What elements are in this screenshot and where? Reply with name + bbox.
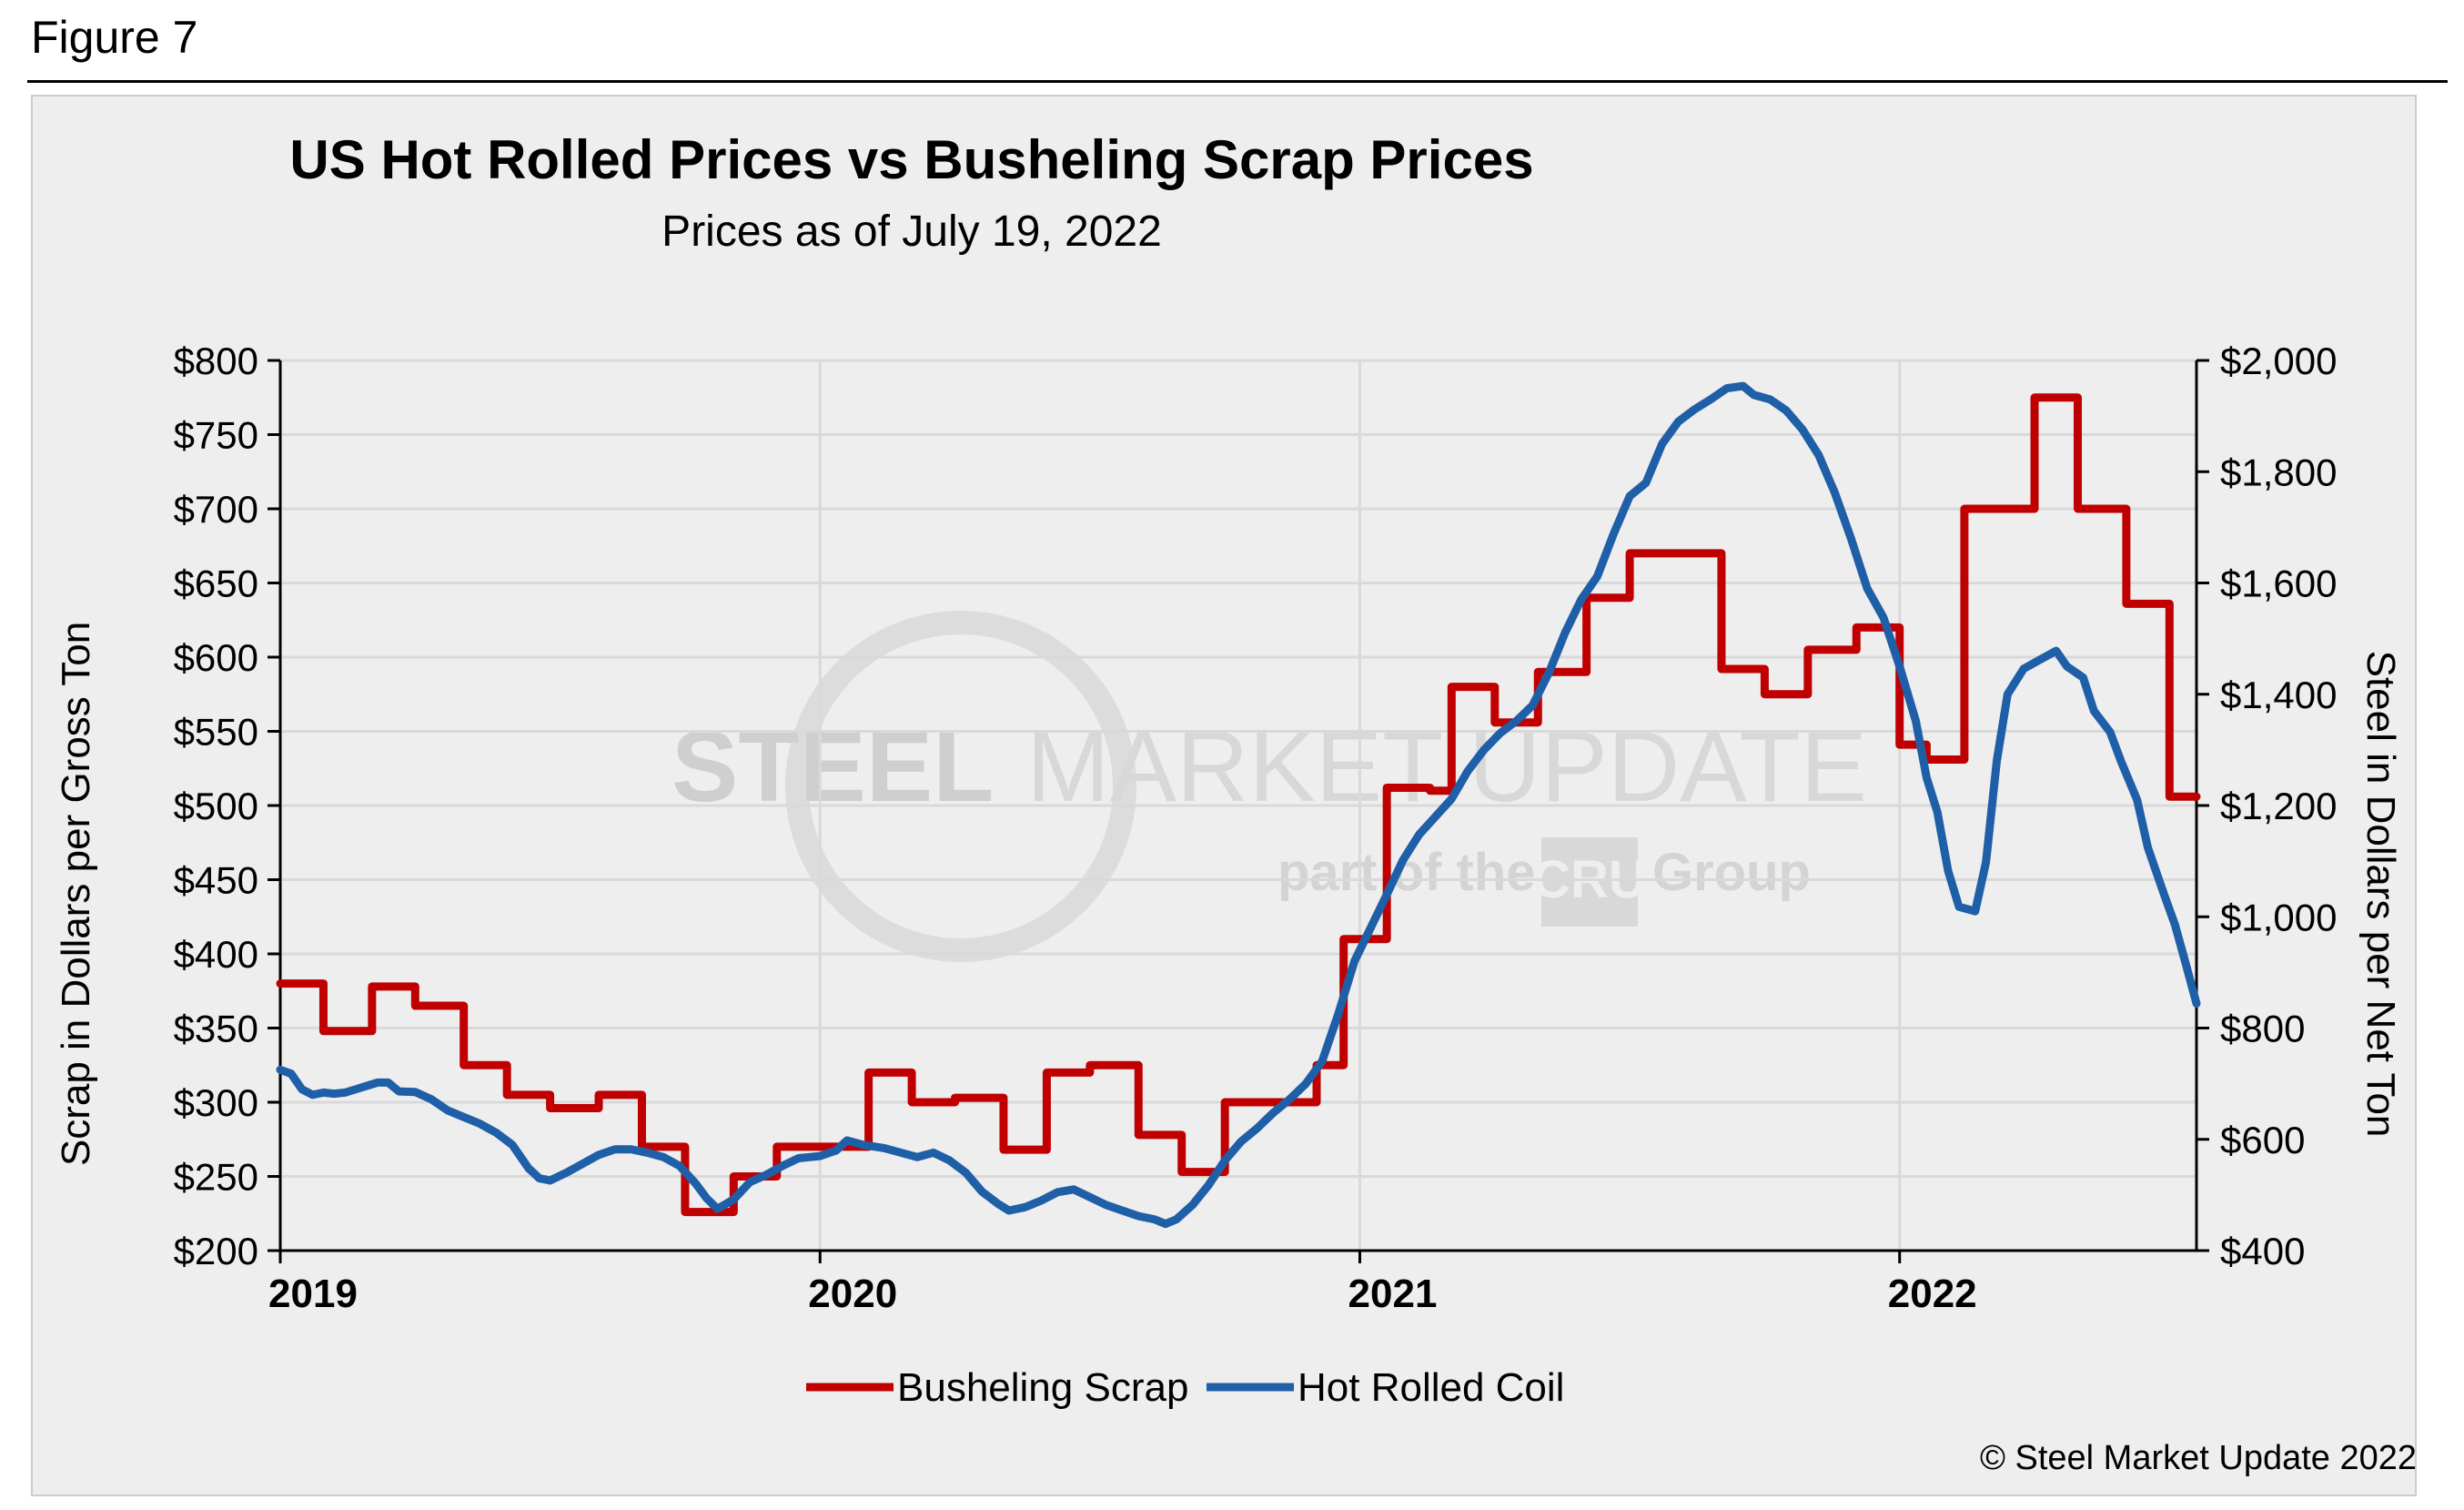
legend-label-hot-rolled-coil: Hot Rolled Coil <box>1298 1365 1564 1410</box>
chart-frame: US Hot Rolled Prices vs Busheling Scrap … <box>31 95 2417 1496</box>
left-tick-label: $700 <box>174 488 258 531</box>
right-axis-ticks: $400 $600 $800 $1,000 $1,200 $1,400 $1,600 $1,8… <box>2196 339 2337 1272</box>
watermark: STEEL MARKET UPDATE part of the CRU Grou… <box>672 611 1867 962</box>
watermark-sub-right: Group <box>1652 843 1811 902</box>
copyright-notice: © Steel Market Update 2022 <box>1980 1439 2417 1477</box>
left-tick-label: $400 <box>174 933 258 976</box>
x-tick-label: 2019 <box>268 1272 358 1316</box>
left-tick-label: $450 <box>174 859 258 902</box>
series-line-hot-rolled-coil <box>276 381 2201 1229</box>
x-tick-label: 2021 <box>1348 1272 1438 1316</box>
left-tick-label: $750 <box>174 414 258 457</box>
series-layer <box>276 381 2201 1229</box>
chart-subtitle: Prices as of July 19, 2022 <box>661 208 1162 256</box>
left-tick-label: $300 <box>174 1081 258 1124</box>
right-tick-label: $1,000 <box>2220 896 2337 938</box>
x-tick-label: 2022 <box>1888 1272 1977 1316</box>
x-tick-label: 2020 <box>808 1272 897 1316</box>
chart: US Hot Rolled Prices vs Busheling Scrap … <box>54 129 2417 1477</box>
left-tick-label: $350 <box>174 1008 258 1050</box>
left-axis-ticks: $200 $250 $300 $350 $400 $450 $500 $550 $600 $650… <box>174 339 280 1272</box>
header-rule <box>27 80 2448 83</box>
left-tick-label: $650 <box>174 562 258 605</box>
series-line-busheling-scrap <box>276 393 2201 1217</box>
legend: Busheling Scrap Hot Rolled Coil <box>806 1365 1564 1410</box>
right-tick-label: $1,200 <box>2220 785 2337 827</box>
left-tick-label: $250 <box>174 1156 258 1199</box>
chart-title: US Hot Rolled Prices vs Busheling Scrap … <box>289 129 1533 190</box>
right-tick-label: $400 <box>2220 1230 2305 1272</box>
watermark-cru-box <box>1541 837 1638 927</box>
right-tick-label: $1,400 <box>2220 674 2337 716</box>
left-tick-label: $200 <box>174 1230 258 1272</box>
right-tick-label: $800 <box>2220 1008 2305 1050</box>
left-tick-label: $800 <box>174 339 258 382</box>
right-axis-title: Steel in Dollars per Net Ton <box>2358 651 2403 1138</box>
right-tick-label: $1,600 <box>2220 562 2337 605</box>
right-tick-label: $1,800 <box>2220 451 2337 493</box>
watermark-logo-ring <box>785 611 1136 962</box>
x-axis-ticks: 2019 2020 2021 2022 <box>268 1251 1977 1316</box>
right-tick-label: $600 <box>2220 1119 2305 1161</box>
left-axis-title: Scrap in Dollars per Gross Ton <box>54 622 98 1166</box>
legend-label-busheling-scrap: Busheling Scrap <box>897 1365 1188 1410</box>
right-tick-label: $2,000 <box>2220 339 2337 382</box>
left-tick-label: $500 <box>174 785 258 827</box>
figure-label: Figure 7 <box>31 12 198 63</box>
left-tick-label: $550 <box>174 711 258 754</box>
left-tick-label: $600 <box>174 636 258 679</box>
gridlines <box>280 359 2196 1251</box>
